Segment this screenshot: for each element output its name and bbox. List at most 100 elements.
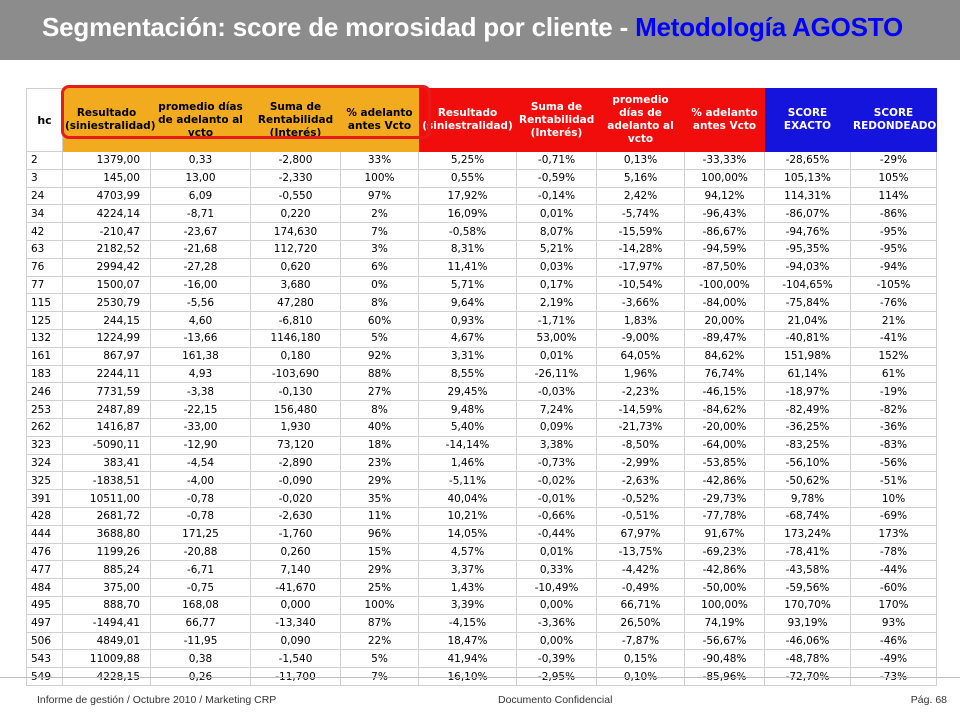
table-cell: -2,99% <box>596 453 685 473</box>
table-cell: 8,55% <box>418 364 517 384</box>
table-cell: 383,41 <box>62 453 151 473</box>
table-cell: -96,43% <box>684 204 765 224</box>
table-cell: -29,73% <box>684 489 765 508</box>
table-cell: -77,78% <box>684 506 765 526</box>
table-cell: -1,760 <box>250 524 341 544</box>
table-cell: 73,120 <box>250 435 341 455</box>
table-cell: 477 <box>26 560 63 580</box>
table-cell: 61,14% <box>764 364 851 384</box>
table-cell: -1,71% <box>516 311 597 330</box>
table-cell: -0,73% <box>516 453 597 473</box>
table-row: 115 2530,79 -5,56 47,280 8% 9,64% 2,19% -3,66% -… <box>26 293 937 313</box>
table-cell: 105% <box>850 168 937 188</box>
table-cell: 0,33 <box>150 151 251 170</box>
table-cell: 100% <box>340 168 419 188</box>
table-cell: -0,130 <box>250 382 341 402</box>
table-cell: -0,39% <box>516 649 597 669</box>
table-row: 477 885,24 -6,71 7,140 29% 3,37% 0,33% -4,42% -4… <box>26 560 937 580</box>
table-cell: -12,90 <box>150 435 251 455</box>
table-cell: 18,47% <box>418 631 517 651</box>
table-cell: -41% <box>850 328 937 348</box>
table-cell: 10% <box>850 489 937 508</box>
table-row: 76 2994,42 -27,28 0,620 6% 11,41% 0,03% -17,97%… <box>26 257 937 277</box>
table-cell: 23% <box>340 453 419 473</box>
table-cell: 170% <box>850 595 937 615</box>
table-cell: -94% <box>850 257 937 277</box>
table-cell: -69% <box>850 506 937 526</box>
table-cell: 94,12% <box>684 186 765 206</box>
table-cell: 173,24% <box>764 524 851 544</box>
table-cell: 484 <box>26 578 63 597</box>
table-cell: 3,37% <box>418 560 517 580</box>
table-cell: 5,21% <box>516 239 597 259</box>
table-cell: 7% <box>340 222 419 241</box>
table-cell: 5% <box>340 328 419 348</box>
table-cell: 0,01% <box>516 542 597 562</box>
table-cell: 6% <box>340 257 419 277</box>
table-cell: -14,28% <box>596 239 685 259</box>
table-cell: -86,07% <box>764 204 851 224</box>
table-cell: -0,58% <box>418 222 517 241</box>
table-cell: -1,540 <box>250 649 341 669</box>
table-cell: 42 <box>26 222 63 241</box>
table-cell: -2,23% <box>596 382 685 402</box>
table-cell: 10511,00 <box>62 489 151 508</box>
table-cell: -23,67 <box>150 222 251 241</box>
table-cell: -0,14% <box>516 186 597 206</box>
table-cell: -16,00 <box>150 275 251 295</box>
table-cell: 428 <box>26 506 63 526</box>
table-cell: 18% <box>340 435 419 455</box>
table-cell: -104,65% <box>764 275 851 295</box>
table-cell: -19% <box>850 382 937 402</box>
table-cell: 63 <box>26 239 63 259</box>
table-cell: -78% <box>850 542 937 562</box>
table-cell: 66,71% <box>596 595 685 615</box>
table-cell: 0,33% <box>516 560 597 580</box>
page-title: Segmentación: score de morosidad por cli… <box>42 12 903 43</box>
table-cell: 173% <box>850 524 937 544</box>
table-cell: 885,24 <box>62 560 151 580</box>
table-cell: 543 <box>26 649 63 669</box>
table-cell: -27,28 <box>150 257 251 277</box>
table-cell: 0,13% <box>596 151 685 170</box>
table-row: 324 383,41 -4,54 -2,890 23% 1,46% -0,73% -2,99%… <box>26 453 937 473</box>
table-row: 24 4703,99 6,09 -0,550 97% 17,92% -0,14% 2,42% 9… <box>26 186 937 206</box>
table-cell: 0,01% <box>516 346 597 366</box>
table-cell: -87,50% <box>684 257 765 277</box>
table-cell: 867,97 <box>62 346 151 366</box>
table-cell: 11% <box>340 506 419 526</box>
table-cell: 325 <box>26 471 63 491</box>
table-cell: 0,000 <box>250 595 341 615</box>
table-cell: 2182,52 <box>62 239 151 259</box>
table-cell: -4,54 <box>150 453 251 473</box>
table-cell: 2 <box>26 151 63 170</box>
table-cell: -90,48% <box>684 649 765 669</box>
table-cell: 0,00% <box>516 631 597 651</box>
table-cell: 4,67% <box>418 328 517 348</box>
table-cell: -33,33% <box>684 151 765 170</box>
table-cell: 97% <box>340 186 419 206</box>
table-row: 42 -210,47 -23,67 174,630 7% -0,58% 8,07% -15,5… <box>26 222 937 241</box>
table-cell: 40,04% <box>418 489 517 508</box>
table-cell: -0,78 <box>150 489 251 508</box>
table-cell: -0,02% <box>516 471 597 491</box>
table-cell: -0,44% <box>516 524 597 544</box>
table-cell: 4849,01 <box>62 631 151 651</box>
table-cell: -56% <box>850 453 937 473</box>
header-resultado-red: Resultado (siniestralidad) <box>418 88 517 152</box>
table-cell: -29% <box>850 151 937 170</box>
table-cell: 100,00% <box>684 595 765 615</box>
table-cell: 105,13% <box>764 168 851 188</box>
table-cell: 3 <box>26 168 63 188</box>
table-cell: 549 <box>26 667 63 686</box>
table-cell: 5% <box>340 649 419 669</box>
table-cell: 244,15 <box>62 311 151 330</box>
table-cell: -36% <box>850 417 937 437</box>
table-cell: 40% <box>340 417 419 437</box>
table-cell: -17,97% <box>596 257 685 277</box>
table-cell: -4,00 <box>150 471 251 491</box>
table-row: 549 4228,15 0,26 -11,700 7% 16,10% -2,95% 0,10%… <box>26 667 937 686</box>
header-promedio-dias-orange: promedio días de adelanto al vcto <box>150 88 251 152</box>
header-resultado-orange: Resultado (siniestralidad) <box>62 88 156 152</box>
table-cell: 5,16% <box>596 168 685 188</box>
